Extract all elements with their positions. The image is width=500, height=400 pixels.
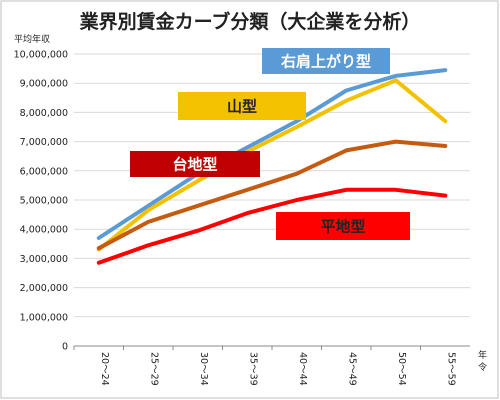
- y-tick-labels: 0 1,000,000 2,000,000 3,000,000 4,000,000 5,0…: [14, 50, 68, 353]
- y-tick-label: 9,000,000: [20, 79, 68, 90]
- y-tick-label: 3,000,000: [20, 254, 68, 265]
- chart-title: 業界別賃金カーブ分類（大企業を分析）: [79, 10, 421, 33]
- y-tick-label: 4,000,000: [20, 225, 68, 236]
- y-tick-label: 7,000,000: [20, 137, 68, 148]
- x-axis-label: 年 令: [478, 349, 490, 373]
- callout-label: 右肩上がり型: [281, 53, 371, 71]
- callout-label: 山型: [227, 98, 257, 116]
- x-tick-label: 40～44: [297, 352, 308, 386]
- y-tick-label: 8,000,000: [20, 108, 68, 119]
- callout-box: [178, 92, 306, 120]
- x-axis-label-char-1: 年: [478, 349, 487, 361]
- callout-label: 平地型: [320, 218, 365, 236]
- series-line: [96, 68, 448, 240]
- x-tick-label: 25～29: [148, 352, 159, 386]
- y-tick-label: 0: [62, 342, 68, 353]
- y-axis-label: 平均年収: [14, 33, 50, 45]
- callout-box: [262, 48, 390, 74]
- series-line: [96, 78, 448, 252]
- x-tick-label: 45～49: [346, 352, 357, 386]
- x-tick-label: 50～54: [396, 352, 407, 386]
- series-line: [96, 139, 448, 251]
- y-tick-label: 5,000,000: [20, 196, 68, 207]
- x-tick-label: 30～34: [198, 352, 209, 386]
- y-tick-label: 10,000,000: [14, 50, 68, 61]
- x-tick-labels: 20～24 25～29 30～34 35～39 40～44 45～49 50～54 55～59: [99, 352, 457, 386]
- x-tick-label: 35～39: [247, 352, 258, 386]
- x-tick-label: 20～24: [99, 352, 110, 386]
- x-axis-label-char-2: 令: [478, 361, 487, 373]
- callout-box: [276, 212, 410, 240]
- y-tick-label: 2,000,000: [20, 283, 68, 294]
- x-tick-label: 55～59: [445, 352, 456, 386]
- series-lines: [96, 68, 448, 265]
- series-line: [96, 187, 448, 265]
- callout-box: [130, 151, 260, 177]
- y-tick-label: 1,000,000: [20, 312, 68, 323]
- y-tick-label: 6,000,000: [20, 166, 68, 177]
- callout-label: 台地型: [172, 156, 217, 174]
